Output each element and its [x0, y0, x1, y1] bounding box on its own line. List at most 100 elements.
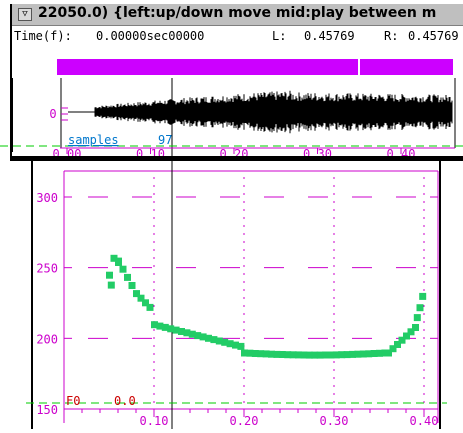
pitch-point — [178, 328, 185, 335]
pitch-point — [151, 321, 158, 329]
pitch-y-tick: 300 — [36, 191, 58, 205]
pitch-point — [365, 350, 373, 358]
pitch-point — [413, 314, 421, 322]
pitch-point — [305, 351, 313, 359]
pitch-point — [416, 304, 424, 312]
pitch-point — [311, 351, 319, 359]
f0-label: F0 — [66, 394, 80, 408]
left-marker-label: L: — [272, 29, 287, 43]
wave-x-tick: 0.10 — [136, 147, 165, 158]
pitch-y-tick: 200 — [36, 332, 58, 346]
pitch-x-tick: 0.40 — [410, 414, 439, 428]
waveform-window: ▽ 22050.0) {left:up/down move mid:play b… — [10, 4, 463, 157]
window-separator — [10, 156, 463, 161]
pitch-x-tick: 0.20 — [230, 414, 259, 428]
pitch-point — [343, 351, 351, 359]
pitch-plot[interactable]: 300 250 200 150 0.10 0.20 0.30 0.40 F0 0.0 — [26, 161, 447, 429]
time-info-row: Time(f): 0.00000sec00000 L: 0.45769 R: 0… — [14, 27, 463, 44]
pitch-point — [199, 333, 207, 341]
pitch-point — [394, 341, 401, 348]
wave-y-tick: 0 — [49, 107, 56, 121]
pitch-point — [107, 281, 115, 289]
pitch-point — [161, 323, 169, 331]
pitch-point — [381, 349, 389, 357]
pitch-point — [284, 351, 292, 359]
pitch-point — [205, 334, 212, 342]
selection-bar[interactable] — [57, 59, 453, 75]
pitch-point — [137, 294, 145, 302]
pitch-point — [273, 350, 281, 358]
pitch-point — [232, 341, 239, 349]
pitch-point — [115, 257, 122, 265]
pitch-point — [370, 350, 378, 357]
pitch-point — [124, 273, 131, 281]
pitch-point — [221, 338, 229, 346]
left-marker-value: 0.45769 — [304, 29, 355, 43]
pitch-point — [385, 349, 392, 357]
pitch-x-tick: 0.30 — [320, 414, 349, 428]
waveform-plot[interactable]: 0 samples 97 0.00 0.10 0.20 0.30 0.40 — [0, 78, 463, 158]
pitch-point — [110, 254, 118, 262]
pitch-point — [194, 332, 202, 340]
pitch-point — [215, 337, 223, 345]
right-marker-label: R: — [384, 29, 399, 43]
pitch-point — [237, 342, 245, 350]
pitch-point — [246, 349, 254, 357]
selection-marker[interactable] — [358, 59, 360, 75]
pitch-point — [167, 325, 175, 333]
pitch-point — [268, 350, 275, 358]
title-bar[interactable]: ▽ 22050.0) {left:up/down move mid:play b… — [12, 4, 463, 26]
pitch-point — [146, 303, 154, 311]
pitch-x-tick: 0.10 — [140, 414, 169, 428]
pitch-point — [376, 349, 383, 357]
pitch-point — [289, 351, 297, 359]
pitch-point — [349, 350, 356, 358]
pitch-point — [354, 350, 362, 358]
time-label: Time(f): — [14, 29, 72, 43]
f0-value: 0.0 — [114, 394, 136, 408]
pitch-point — [257, 350, 265, 358]
pitch-point — [241, 349, 248, 357]
pitch-point — [322, 351, 329, 359]
window-title: 22050.0) {left:up/down move mid:play bet… — [38, 5, 437, 21]
samples-value: 97 — [158, 133, 172, 147]
time-value: 0.00000sec00000 — [96, 29, 205, 43]
wave-x-tick: 0.20 — [220, 147, 249, 158]
pitch-point — [316, 351, 324, 359]
samples-label: samples — [68, 133, 119, 147]
pitch-point — [128, 282, 136, 289]
pitch-y-tick: 250 — [36, 262, 58, 276]
pitch-point — [119, 265, 127, 273]
pitch-y-tick: 150 — [36, 403, 58, 417]
pitch-point — [327, 351, 335, 359]
waveform-trace — [68, 90, 453, 134]
pitch-point — [226, 340, 234, 348]
pitch-point — [210, 336, 218, 344]
window-menu-icon[interactable]: ▽ — [18, 8, 32, 21]
pitch-point — [389, 345, 397, 353]
wave-x-tick: 0.40 — [387, 147, 416, 158]
pitch-point — [300, 351, 308, 359]
wave-x-tick: 0.00 — [53, 147, 82, 158]
pitch-point — [332, 351, 340, 359]
wave-x-tick: 0.30 — [303, 147, 332, 158]
pitch-point — [172, 326, 180, 334]
pitch-point — [398, 336, 406, 344]
pitch-point — [156, 322, 164, 330]
pitch-point — [407, 328, 415, 336]
pitch-point — [133, 290, 140, 298]
pitch-point — [183, 329, 191, 337]
pitch-point — [262, 350, 270, 358]
pitch-window: 300 250 200 150 0.10 0.20 0.30 0.40 F0 0.0 — [26, 161, 447, 429]
pitch-point — [278, 351, 286, 358]
pitch-point — [419, 292, 427, 300]
pitch-point — [412, 324, 419, 331]
pitch-point — [359, 350, 367, 358]
pitch-point — [106, 271, 113, 279]
right-marker-value: 0.45769 — [408, 29, 459, 43]
pitch-point — [142, 299, 149, 307]
pitch-point — [403, 332, 410, 340]
pitch-point — [188, 330, 196, 338]
pitch-point — [251, 350, 259, 357]
pitch-point — [295, 351, 302, 359]
